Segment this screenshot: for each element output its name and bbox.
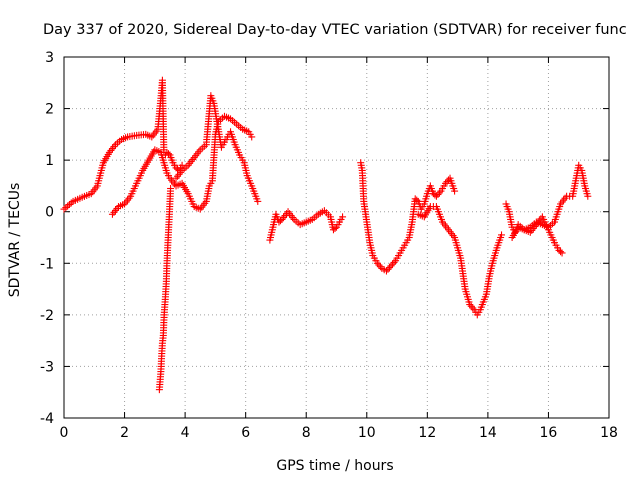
data-points xyxy=(60,76,592,394)
x-tick-label: 6 xyxy=(241,425,250,441)
data-point xyxy=(390,258,398,266)
data-point xyxy=(375,261,383,269)
data-point xyxy=(376,263,384,271)
chart-title: Day 337 of 2020, Sidereal Day-to-day VTE… xyxy=(43,22,627,38)
data-point xyxy=(442,179,449,187)
data-point xyxy=(62,204,70,212)
data-point xyxy=(164,150,172,158)
y-tick-label: 3 xyxy=(45,50,54,66)
x-tick-label: 0 xyxy=(60,425,69,441)
data-point xyxy=(254,197,262,205)
data-point xyxy=(373,259,381,267)
data-point xyxy=(467,302,475,310)
data-point xyxy=(584,192,592,200)
data-point xyxy=(276,217,284,225)
data-point xyxy=(451,187,459,195)
data-point xyxy=(174,165,182,173)
data-point xyxy=(469,304,477,312)
y-tick-label: 1 xyxy=(45,153,54,169)
x-tick-label: 16 xyxy=(540,425,558,441)
data-point xyxy=(389,260,397,268)
data-point xyxy=(331,224,339,232)
data-point xyxy=(384,265,392,273)
data-point xyxy=(435,189,443,197)
data-point xyxy=(434,191,442,199)
data-point xyxy=(248,133,256,141)
data-point xyxy=(432,192,440,200)
data-point xyxy=(498,231,506,239)
y-tick-label: -2 xyxy=(40,308,54,324)
grid-lines xyxy=(64,57,609,418)
data-point xyxy=(382,267,390,275)
x-axis-label: GPS time / hours xyxy=(276,458,393,474)
y-tick-label: -4 xyxy=(40,411,54,427)
x-tick-label: 12 xyxy=(418,425,436,441)
x-tick-label: 14 xyxy=(479,425,497,441)
data-point xyxy=(65,200,73,208)
plot-area xyxy=(63,56,610,419)
data-point xyxy=(385,264,393,272)
data-point xyxy=(557,248,565,256)
y-axis-label: SDTVAR / TECUs xyxy=(7,183,23,298)
data-point xyxy=(387,262,395,270)
x-tick-label: 4 xyxy=(181,425,190,441)
x-tick-label: 8 xyxy=(302,425,311,441)
y-tick-label: 2 xyxy=(45,102,54,118)
data-point xyxy=(64,202,72,210)
x-tick-label: 18 xyxy=(600,425,618,441)
y-tick-label: -3 xyxy=(40,359,54,375)
y-tick-label: 0 xyxy=(45,205,54,221)
x-tick-label: 2 xyxy=(120,425,129,441)
y-tick-label: -1 xyxy=(40,256,54,272)
data-point xyxy=(466,301,474,309)
data-point xyxy=(558,249,566,257)
data-point xyxy=(413,196,421,204)
data-point xyxy=(167,185,175,193)
data-point xyxy=(339,213,347,221)
x-tick-label: 10 xyxy=(358,425,376,441)
data-point xyxy=(443,178,451,186)
